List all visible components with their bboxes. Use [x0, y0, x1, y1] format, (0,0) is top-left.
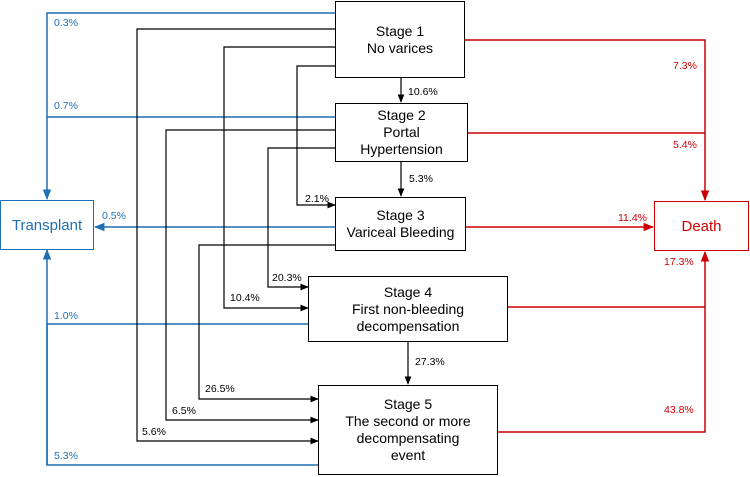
stage-3-title: Stage 3: [376, 207, 425, 223]
s4-s5-rate: 27.3%: [415, 356, 445, 368]
s1-s5-rate: 5.6%: [142, 426, 166, 438]
s1-s4-rate: 10.4%: [230, 292, 260, 304]
s1-to-s5-arrow: [136, 28, 335, 445]
transplant-label: Transplant: [11, 216, 83, 234]
stage-3-box: Stage 3 Variceal Bleeding: [335, 197, 466, 251]
s1-s3-rate: 2.1%: [305, 193, 329, 205]
s1-s2-rate: 10.6%: [408, 86, 438, 98]
s5-death-rate: 43.8%: [664, 404, 694, 416]
stage-5-desc-line1: The second or more: [345, 413, 471, 429]
s3-to-s5-arrow: [198, 244, 335, 403]
stage-1-title: Stage 1: [375, 22, 425, 39]
stage-5-desc-line2: decompensating: [356, 430, 460, 446]
s1-transplant-rate: 0.3%: [54, 17, 78, 29]
s1-to-s3-arrow: [296, 65, 336, 209]
stage-2-desc-line2: Hypertension: [360, 141, 443, 157]
s2-s5-rate: 6.5%: [172, 405, 196, 417]
s1-to-transplant-line: [42, 12, 335, 201]
stage-3-desc: Variceal Bleeding: [346, 224, 455, 240]
s3-transplant-rate: 0.5%: [102, 210, 126, 222]
s5-transplant-rate: 5.3%: [54, 450, 78, 462]
s4-transplant-rate: 1.0%: [54, 310, 78, 322]
death-label: Death: [681, 217, 722, 235]
s2-s3-rate: 5.3%: [409, 173, 433, 185]
s2-transplant-rate: 0.7%: [54, 100, 78, 112]
s2-death-rate: 5.4%: [673, 139, 697, 151]
stage-1-box: Stage 1 No varices: [335, 1, 465, 78]
death-box: Death: [654, 201, 749, 251]
s1-death-rate: 7.3%: [673, 60, 697, 72]
s3-death-rate: 11.4%: [618, 212, 647, 224]
stage-4-box: Stage 4 First non-bleeding decompensatio…: [308, 276, 508, 342]
s2-to-s4-arrow: [267, 147, 335, 291]
stage-2-box: Stage 2 Portal Hypertension: [335, 103, 468, 162]
transplant-box: Transplant: [0, 200, 94, 250]
s2-to-s5-arrow: [165, 129, 335, 424]
stage-2-title: Stage 2: [377, 107, 426, 123]
s1-to-s4-arrow: [223, 46, 335, 312]
stage-4-title: Stage 4: [383, 283, 433, 300]
stage-4-desc-line2: decompensation: [356, 317, 460, 334]
s2-s4-rate: 20.3%: [272, 272, 302, 284]
stage-5-box: Stage 5 The second or more decompensatin…: [318, 385, 498, 475]
stage-1-desc: No varices: [366, 39, 434, 56]
s3-s5-rate: 26.5%: [205, 383, 235, 395]
stage-5-desc-line3: event: [390, 447, 426, 463]
s4-death-rate: 17.3%: [664, 256, 694, 268]
s1-to-death-line: [465, 39, 710, 202]
stage-5-title: Stage 5: [383, 396, 433, 412]
s4-to-transplant-line: [46, 323, 318, 466]
stage-4-desc-line1: First non-bleeding: [351, 300, 465, 317]
stage-2-desc-line1: Portal: [383, 124, 420, 140]
s5-to-death-line: [498, 250, 710, 433]
